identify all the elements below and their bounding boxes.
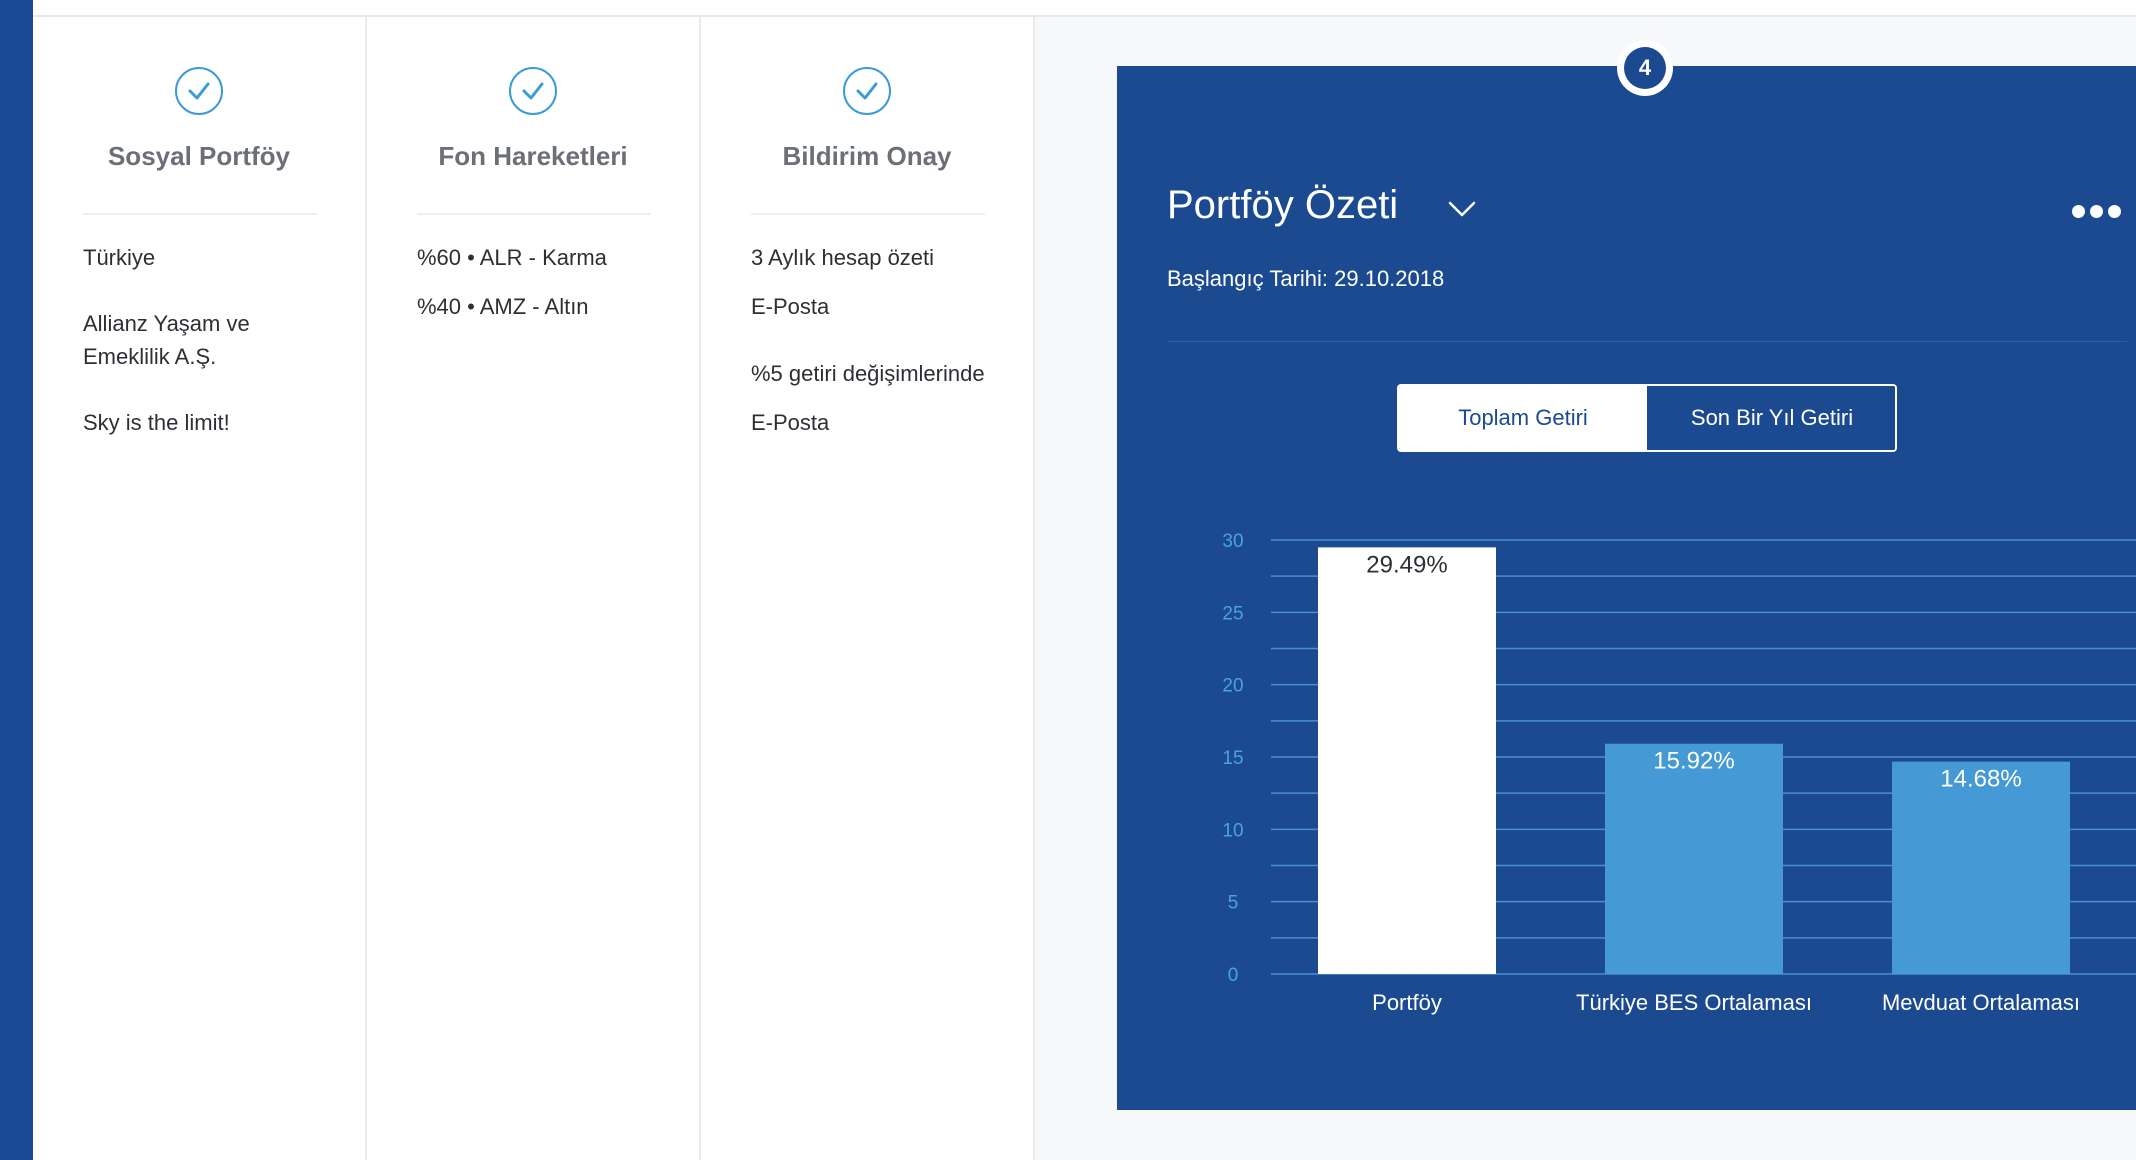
step-item: Türkiye — [83, 245, 156, 270]
check-icon — [509, 67, 557, 115]
left-accent-bar — [0, 0, 33, 1160]
panel-title[interactable]: Portföy Özeti — [1167, 183, 1399, 227]
step-column-fon-hareketleri: Fon Hareketleri %60 • ALR - Karma %40 • … — [367, 17, 701, 1160]
category-label: Portföy — [1372, 990, 1442, 1015]
divider — [83, 213, 317, 215]
category-label: Mevduat Ortalaması — [1882, 990, 2080, 1015]
start-date: Başlangıç Tarihi: 29.10.2018 — [1167, 266, 1445, 291]
divider — [751, 213, 985, 215]
check-icon — [175, 67, 223, 115]
y-tick-label: 20 — [1222, 676, 1243, 697]
tab-toplam-getiri[interactable]: Toplam Getiri — [1399, 386, 1647, 450]
step-title: Sosyal Portföy — [107, 141, 291, 171]
category-label: Türkiye BES Ortalaması — [1576, 990, 1812, 1015]
tab-son-bir-yil-getiri[interactable]: Son Bir Yıl Getiri — [1649, 386, 1895, 450]
step-item: %5 getiri değişimlerinde — [751, 361, 985, 386]
bar — [1318, 547, 1496, 974]
y-tick-label: 25 — [1222, 603, 1243, 624]
step-item: E-Posta — [751, 294, 830, 319]
step-item: Sky is the limit! — [83, 410, 230, 435]
chevron-down-icon[interactable] — [1447, 200, 1477, 223]
divider — [417, 213, 651, 215]
y-tick-label: 30 — [1222, 531, 1243, 552]
step-item: %40 • AMZ - Altın — [417, 294, 589, 319]
returns-bar-chart: 0 5 10 15 20 25 30 29.49% Portföy 15.92% Türkiye B… — [1222, 531, 2136, 1015]
step-title: Fon Hareketleri — [438, 141, 628, 171]
step-title: Bildirim Onay — [782, 141, 952, 171]
divider — [1167, 341, 2127, 342]
bar — [1892, 761, 2070, 974]
bar — [1605, 743, 1783, 974]
step-item: 3 Aylık hesap özeti — [751, 245, 935, 270]
more-options-icon[interactable] — [2072, 205, 2128, 221]
y-tick-label: 5 — [1228, 893, 1239, 914]
check-icon — [843, 67, 891, 115]
y-tick-label: 10 — [1222, 820, 1243, 841]
step-column-bildirim-onay: Bildirim Onay 3 Aylık hesap özeti E-Post… — [701, 17, 1035, 1160]
top-strip — [33, 0, 2136, 17]
step-item: E-Posta — [751, 410, 830, 435]
y-tick-label: 0 — [1228, 965, 1239, 986]
step-number: 4 — [1624, 47, 1666, 89]
step-badge: 4 — [1617, 40, 1673, 96]
y-tick-label: 15 — [1222, 748, 1243, 769]
step-item: Allianz Yaşam ve Emeklilik A.Ş. — [83, 311, 250, 369]
step-column-sosyal-portfoy: Sosyal Portföy Türkiye Allianz Yaşam ve … — [33, 17, 367, 1160]
data-label: 29.49% — [1366, 551, 1447, 578]
step-item: %60 • ALR - Karma — [417, 245, 607, 270]
data-label: 15.92% — [1653, 748, 1734, 775]
return-type-toggle: Toplam Getiri Son Bir Yıl Getiri — [1397, 384, 1897, 452]
data-label: 14.68% — [1940, 766, 2021, 793]
